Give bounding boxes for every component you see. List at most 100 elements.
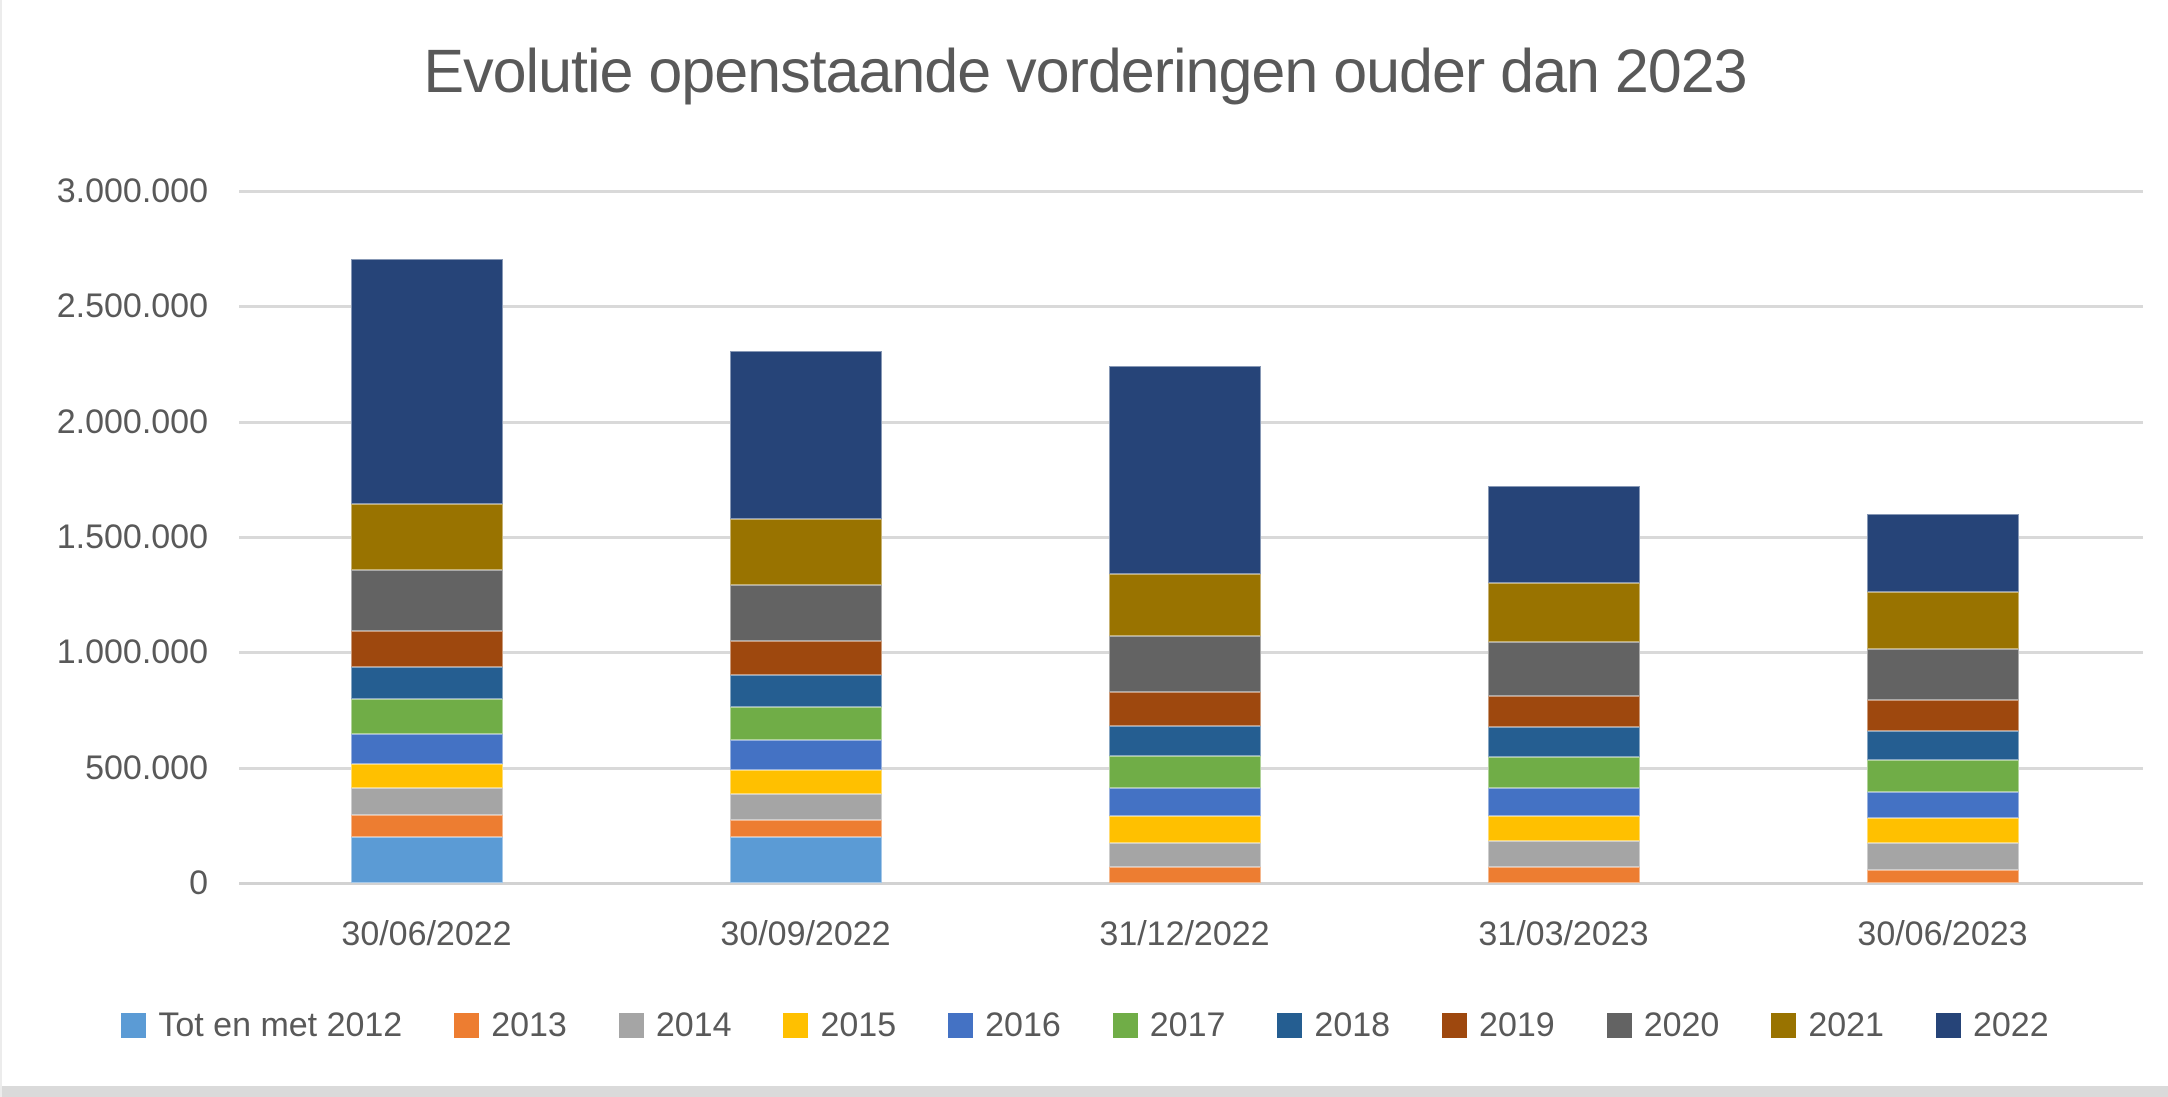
bar-segment-2013-30-06-2022[interactable] xyxy=(350,814,503,837)
bar-segment-2016-31-03-2023[interactable] xyxy=(1487,788,1640,817)
legend-item-2022[interactable]: 2022 xyxy=(1935,1006,2049,1045)
legend-label: 2018 xyxy=(1314,1006,1391,1044)
bar-segment-2013-30-06-2023[interactable] xyxy=(1866,870,2019,883)
bar-segment-2020-31-12-2022[interactable] xyxy=(1108,636,1261,692)
gridline xyxy=(239,190,2143,193)
bar-segment-2017-31-12-2022[interactable] xyxy=(1108,756,1261,789)
legend-label: 2017 xyxy=(1149,1006,1226,1044)
legend-label: 2020 xyxy=(1643,1006,1720,1044)
bar-segment-tot-en-met-2012-30-09-2022[interactable] xyxy=(729,836,882,883)
legend-label: 2019 xyxy=(1479,1006,1555,1044)
x-tick-label: 31/03/2023 xyxy=(1478,915,1649,953)
bar-segment-2014-31-03-2023[interactable] xyxy=(1487,841,1640,867)
bar-segment-2018-31-12-2022[interactable] xyxy=(1108,726,1261,757)
bar-segment-2022-31-03-2023[interactable] xyxy=(1487,486,1640,584)
bar-segment-2013-30-09-2022[interactable] xyxy=(729,819,882,837)
bar-segment-2017-31-03-2023[interactable] xyxy=(1487,757,1640,789)
bar-segment-2014-30-06-2022[interactable] xyxy=(350,788,503,815)
bar-segment-2015-30-06-2023[interactable] xyxy=(1866,818,2019,844)
y-tick-label: 2.500.000 xyxy=(56,287,208,326)
legend-swatch xyxy=(1277,1013,1303,1038)
legend-item-2015[interactable]: 2015 xyxy=(783,1006,896,1045)
legend-item-2013[interactable]: 2013 xyxy=(454,1006,567,1045)
bar-segment-2021-31-12-2022[interactable] xyxy=(1108,573,1261,637)
legend-item-2016[interactable]: 2016 xyxy=(948,1006,1061,1045)
bar-segment-2014-31-12-2022[interactable] xyxy=(1108,842,1261,868)
bar-segment-2015-31-03-2023[interactable] xyxy=(1487,816,1640,842)
bottom-edge-strip xyxy=(2,1086,2168,1097)
legend-swatch xyxy=(783,1013,809,1038)
bar-segment-2019-31-03-2023[interactable] xyxy=(1487,696,1640,728)
bar-segment-2022-30-06-2022[interactable] xyxy=(350,259,503,504)
legend-item-2017[interactable]: 2017 xyxy=(1112,1006,1226,1045)
chart-title: Evolutie openstaande vorderingen ouder d… xyxy=(423,37,1747,105)
legend-item-2021[interactable]: 2021 xyxy=(1771,1006,1884,1045)
legend-swatch xyxy=(1606,1013,1632,1038)
y-tick-label: 3.000.000 xyxy=(56,172,208,210)
bar-segment-2022-30-06-2023[interactable] xyxy=(1866,513,2019,593)
bar-segment-2020-30-09-2022[interactable] xyxy=(729,585,882,641)
bar-segment-2016-30-06-2022[interactable] xyxy=(350,733,503,764)
bar-segment-2015-31-12-2022[interactable] xyxy=(1108,816,1261,843)
legend-swatch xyxy=(618,1013,644,1038)
bar-segment-2020-30-06-2022[interactable] xyxy=(350,570,503,631)
x-tick-label: 31/12/2022 xyxy=(1099,915,1270,953)
bar-segment-2020-31-03-2023[interactable] xyxy=(1487,641,1640,697)
bar-segment-2016-30-09-2022[interactable] xyxy=(729,739,882,770)
bar-segment-2020-30-06-2023[interactable] xyxy=(1866,648,2019,700)
bar-segment-2016-31-12-2022[interactable] xyxy=(1108,788,1261,817)
bar-segment-2014-30-06-2023[interactable] xyxy=(1866,843,2019,871)
legend-label: 2021 xyxy=(1808,1006,1884,1044)
legend-item-2020[interactable]: 2020 xyxy=(1606,1006,1720,1045)
gridline xyxy=(239,305,2143,309)
legend-swatch xyxy=(1442,1013,1468,1038)
bar-segment-2016-30-06-2023[interactable] xyxy=(1866,791,2019,819)
legend-swatch xyxy=(121,1013,147,1038)
bar-segment-2021-30-09-2022[interactable] xyxy=(729,518,882,586)
x-tick-label: 30/06/2023 xyxy=(1857,915,2028,953)
bar-segment-2019-30-09-2022[interactable] xyxy=(729,640,882,676)
bar-segment-2018-30-06-2022[interactable] xyxy=(350,667,503,699)
bar-segment-2019-30-06-2022[interactable] xyxy=(350,630,503,668)
legend-label: Tot en met 2012 xyxy=(158,1006,403,1044)
y-tick-label: 1.500.000 xyxy=(56,518,208,556)
legend-label: 2013 xyxy=(491,1006,567,1044)
bar-segment-2021-31-03-2023[interactable] xyxy=(1487,583,1640,642)
legend-swatch xyxy=(1771,1013,1797,1038)
bar-segment-2015-30-06-2022[interactable] xyxy=(350,763,503,789)
legend-label: 2022 xyxy=(1972,1006,2049,1044)
x-tick-label: 30/06/2022 xyxy=(341,915,512,953)
bar-segment-2022-30-09-2022[interactable] xyxy=(729,350,882,519)
bar-segment-2014-30-09-2022[interactable] xyxy=(729,794,882,820)
bar-segment-2013-31-12-2022[interactable] xyxy=(1108,867,1261,883)
bar-segment-2017-30-09-2022[interactable] xyxy=(729,706,882,740)
bar-segment-2018-30-06-2023[interactable] xyxy=(1866,730,2019,760)
bar-segment-2018-30-09-2022[interactable] xyxy=(729,675,882,707)
bar-segment-2017-30-06-2023[interactable] xyxy=(1866,759,2019,792)
legend-item-tot-en-met-2012[interactable]: Tot en met 2012 xyxy=(121,1006,402,1045)
legend-swatch xyxy=(1935,1013,1961,1038)
bar-segment-tot-en-met-2012-30-06-2022[interactable] xyxy=(350,836,503,883)
bar-segment-2019-31-12-2022[interactable] xyxy=(1108,691,1261,727)
legend-item-2019[interactable]: 2019 xyxy=(1442,1006,1555,1045)
bar-segment-2021-30-06-2023[interactable] xyxy=(1866,592,2019,649)
y-tick-label: 2.000.000 xyxy=(56,402,208,441)
bar-segment-2017-30-06-2022[interactable] xyxy=(350,698,503,734)
bar-segment-2019-30-06-2023[interactable] xyxy=(1866,699,2019,731)
y-tick-label: 1.000.000 xyxy=(56,633,208,672)
bar-segment-2021-30-06-2022[interactable] xyxy=(350,503,503,571)
bar-segment-2018-31-03-2023[interactable] xyxy=(1487,727,1640,758)
bar-segment-2022-31-12-2022[interactable] xyxy=(1108,366,1261,574)
legend-swatch xyxy=(1112,1013,1138,1038)
legend: Tot en met 2012 2013 2014 2015 2016 2017 2018 2… xyxy=(2,1006,2168,1045)
legend-item-2018[interactable]: 2018 xyxy=(1277,1006,1390,1045)
legend-label: 2016 xyxy=(985,1006,1061,1044)
y-tick-label: 500.000 xyxy=(85,748,208,787)
x-axis-line xyxy=(239,882,2143,885)
bar-segment-2013-31-03-2023[interactable] xyxy=(1487,866,1640,883)
bar-segment-2015-30-09-2022[interactable] xyxy=(729,769,882,795)
legend-swatch xyxy=(948,1013,974,1038)
legend-label: 2014 xyxy=(655,1006,732,1044)
legend-item-2014[interactable]: 2014 xyxy=(618,1006,732,1045)
